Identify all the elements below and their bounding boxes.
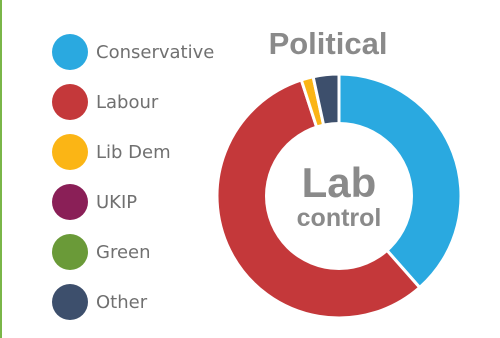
- legend-item-lib-dem: Lib Dem: [52, 134, 171, 170]
- legend-label-lib-dem: Lib Dem: [96, 141, 171, 163]
- legend-item-other: Other: [52, 284, 147, 320]
- legend-item-ukip: UKIP: [52, 184, 137, 220]
- legend-item-green: Green: [52, 234, 151, 270]
- legend-swatch-other: [52, 284, 88, 320]
- legend-label-other: Other: [96, 291, 148, 313]
- center-label-line2: control: [297, 204, 382, 232]
- legend-label-labour: Labour: [96, 91, 159, 113]
- legend-item-labour: Labour: [52, 84, 158, 120]
- left-divider-rule: [0, 0, 2, 338]
- donut-hole: [265, 122, 413, 270]
- legend-swatch-conservative: [52, 34, 88, 70]
- legend-swatch-ukip: [52, 184, 88, 220]
- legend-label-ukip: UKIP: [96, 191, 138, 213]
- chart-title: Political: [268, 26, 388, 61]
- center-label-line1: Lab: [302, 159, 377, 206]
- legend-swatch-lib-dem: [52, 134, 88, 170]
- legend-swatch-green: [52, 234, 88, 270]
- legend-item-conservative: Conservative: [52, 34, 214, 70]
- legend-swatch-labour: [52, 84, 88, 120]
- legend-label-conservative: Conservative: [96, 41, 215, 63]
- legend-label-green: Green: [96, 241, 151, 263]
